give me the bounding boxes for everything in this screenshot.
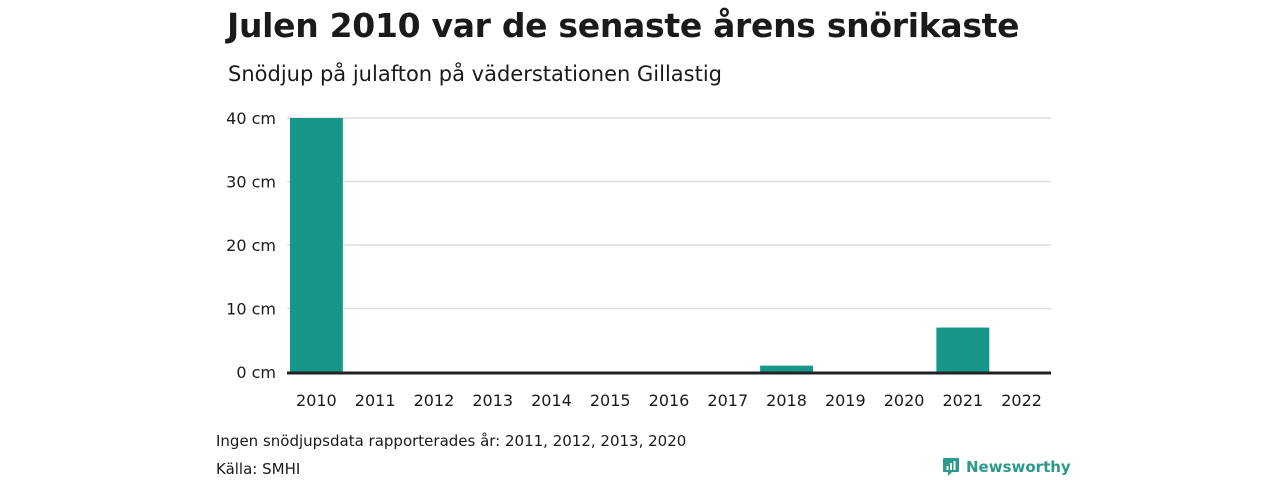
x-tick-label: 2017 — [707, 391, 748, 410]
y-tick-label: 10 cm — [226, 300, 276, 319]
x-tick-label: 2020 — [884, 391, 925, 410]
chart-subtitle: Snödjup på julafton på väderstationen Gi… — [228, 62, 722, 86]
x-tick-label: 2014 — [531, 391, 572, 410]
y-tick-label: 40 cm — [226, 109, 276, 128]
bar-chart: 0 cm 10 cm 20 cm 30 cm 40 cm 2010 2011 2012 2013… — [226, 109, 1051, 410]
bar-2010 — [289, 118, 343, 372]
newsworthy-logo[interactable]: Newsworthy — [942, 457, 1071, 477]
x-tick-label: 2016 — [649, 391, 690, 410]
x-tick-label: 2010 — [296, 391, 337, 410]
x-tick-label: 2022 — [1001, 391, 1042, 410]
x-tick-label: 2019 — [825, 391, 866, 410]
x-tick-label: 2011 — [355, 391, 396, 410]
bar-2018 — [760, 365, 813, 372]
source-note: Källa: SMHI — [216, 460, 301, 478]
x-tick-label: 2021 — [942, 391, 983, 410]
chart-title: Julen 2010 var de senaste årens snörikas… — [227, 6, 1020, 45]
missing-data-note: Ingen snödjupsdata rapporterades år: 201… — [216, 432, 687, 450]
x-tick-label: 2018 — [766, 391, 807, 410]
bar-2021 — [936, 327, 990, 372]
x-tick-label: 2013 — [472, 391, 513, 410]
gridlines — [287, 117, 1051, 310]
x-tick-label: 2015 — [590, 391, 631, 410]
y-tick-label: 30 cm — [226, 173, 276, 192]
y-tick-label: 0 cm — [236, 363, 276, 382]
bars — [289, 118, 990, 372]
newsworthy-logo-text: Newsworthy — [966, 458, 1071, 476]
newsworthy-logo-icon — [943, 458, 959, 476]
y-tick-label: 20 cm — [226, 236, 276, 255]
x-tick-label: 2012 — [414, 391, 455, 410]
axes: 0 cm 10 cm 20 cm 30 cm 40 cm 2010 2011 2012 2013… — [226, 109, 1051, 410]
